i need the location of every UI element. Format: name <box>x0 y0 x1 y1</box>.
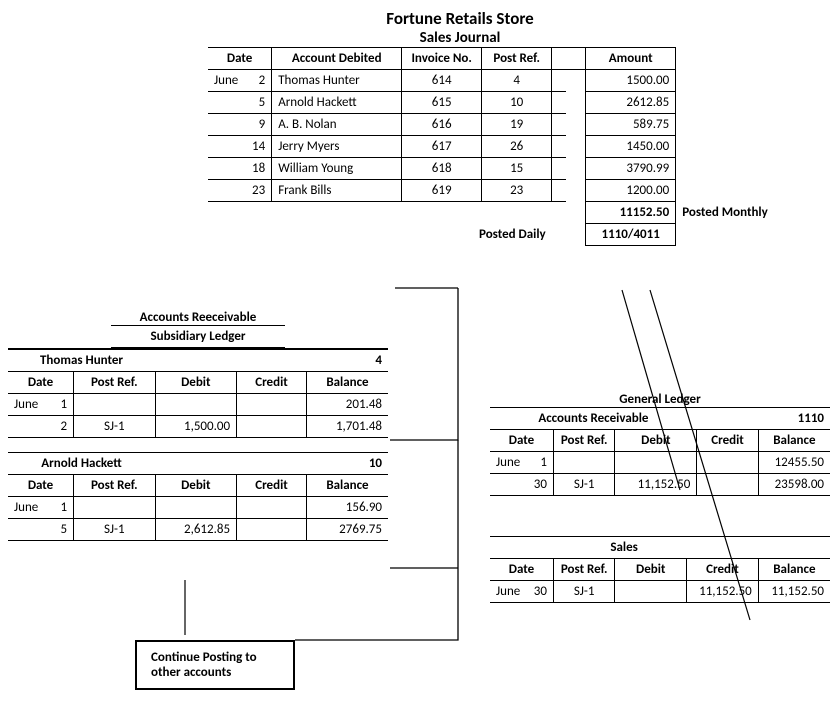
ledger-gl-ar: Accounts Receivable 1110 Date Post Ref. … <box>490 407 830 496</box>
ledger-row: June1156.90 <box>8 497 388 519</box>
ledger-row: June1201.48 <box>8 394 388 416</box>
ledger-hackett: Arnold Hackett 10 Date Post Ref. Debit C… <box>8 452 388 541</box>
ledger-row: 2SJ-11,500.001,701.48 <box>8 416 388 438</box>
sj-row: 9A. B. Nolan61619589.75 <box>208 114 774 136</box>
col-date: Date <box>208 48 272 70</box>
sj-row: 14Jerry Myers617261450.00 <box>208 136 774 158</box>
sj-row: 18William Young618153790.99 <box>208 158 774 180</box>
sales-journal-table: Date Account Debited Invoice No. Post Re… <box>208 47 774 246</box>
col-postref: Post Ref. <box>482 48 552 70</box>
hackett-code: 10 <box>306 453 388 475</box>
subsidiary-title2: Subsidiary Ledger <box>111 325 286 348</box>
sj-total: 11152.50 <box>586 202 676 224</box>
ledger-row: June112455.50 <box>490 452 830 474</box>
gl-title: General Ledger <box>490 392 830 407</box>
sj-row: 23Frank Bills619231200.00 <box>208 180 774 202</box>
col-account: Account Debited <box>272 48 402 70</box>
lcol-date: Date <box>8 372 74 394</box>
sj-row: 5Arnold Hackett615102612.85 <box>208 92 774 114</box>
gl-sales-name: Sales <box>490 537 758 559</box>
sj-row: June2Thomas Hunter61441500.00 <box>208 70 774 92</box>
gl-ar-name: Accounts Receivable <box>490 408 697 430</box>
note-box: Continue Posting to other accounts <box>135 640 295 690</box>
hunter-name: Thomas Hunter <box>8 350 155 372</box>
lcol-cr: Credit <box>237 372 307 394</box>
col-amount: Amount <box>586 48 676 70</box>
ledger-gl-sales: Sales Date Post Ref. Debit Credit Balanc… <box>490 536 830 603</box>
col-invoice: Invoice No. <box>402 48 482 70</box>
company-title: Fortune Retails Store <box>88 8 832 29</box>
hackett-name: Arnold Hackett <box>8 453 155 475</box>
lcol-pr: Post Ref. <box>74 372 156 394</box>
hunter-code: 4 <box>306 350 388 372</box>
subsidiary-title1: Accounts Reeceivable <box>8 310 388 325</box>
ledger-row: 30SJ-111,152.5023598.00 <box>490 474 830 496</box>
journal-title: Sales Journal <box>88 29 832 47</box>
lcol-dr: Debit <box>155 372 237 394</box>
ledger-row: 5SJ-12,612.852769.75 <box>8 519 388 541</box>
posted-monthly: Posted Monthly <box>676 202 774 224</box>
posted-daily: Posted Daily <box>402 224 552 246</box>
ledger-hunter: Thomas Hunter 4 Date Post Ref. Debit Cre… <box>8 349 388 438</box>
gl-ar-code: 1110 <box>758 408 830 430</box>
sj-accounts-code: 1110/4011 <box>586 224 676 246</box>
lcol-bal: Balance <box>306 372 388 394</box>
ledger-row: June30SJ-111,152.5011,152.50 <box>490 581 830 603</box>
